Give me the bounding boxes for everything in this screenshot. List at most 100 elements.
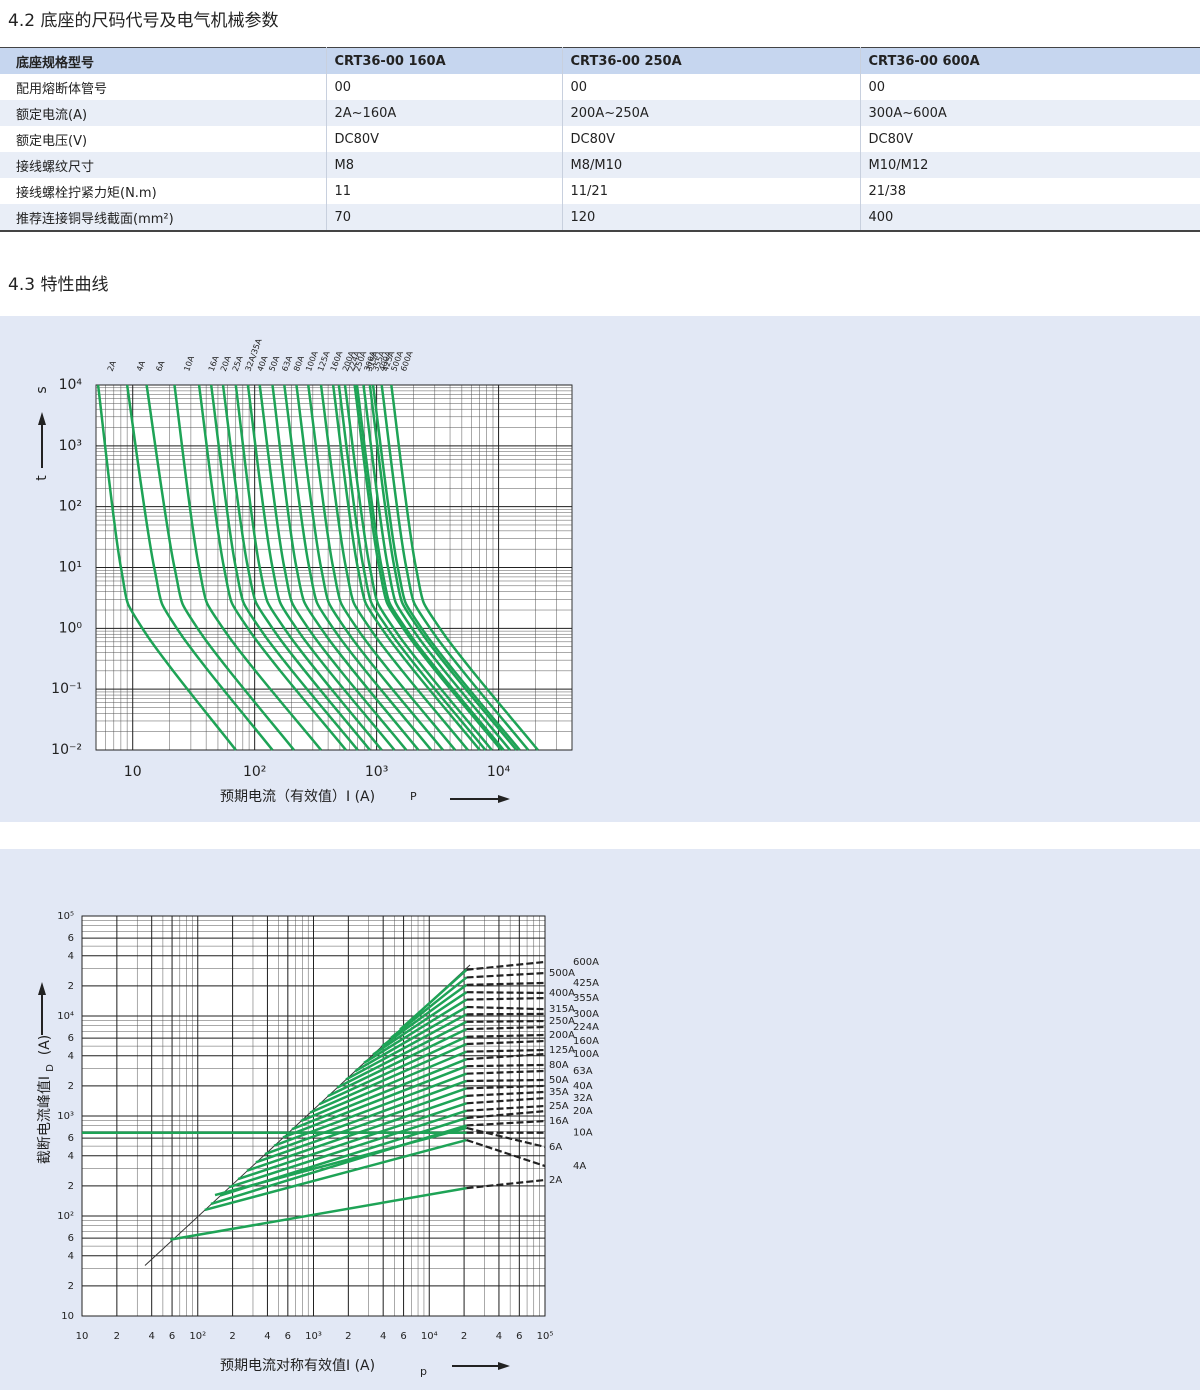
- x-tick-label: 6: [285, 1331, 291, 1342]
- series-label: 50A: [549, 1075, 569, 1086]
- table-cell: 300A~600A: [860, 100, 1200, 126]
- series-extension: [466, 1119, 546, 1127]
- x-tick-label: 2: [345, 1331, 351, 1342]
- table-cell: 00: [868, 79, 886, 95]
- series-label: 63A: [573, 1066, 593, 1077]
- series-label: 400A: [549, 988, 575, 999]
- series-line: [228, 1109, 467, 1189]
- series-line: [307, 384, 457, 751]
- series-line: [381, 983, 468, 1048]
- x-tick-label: 2: [461, 1331, 467, 1342]
- series-label: 32A: [573, 1093, 593, 1104]
- series-line: [204, 1138, 467, 1212]
- series-label: 200A: [549, 1030, 575, 1041]
- x-tick-label: 2: [229, 1331, 235, 1342]
- table-cell: CRT36-00 160A: [326, 47, 563, 74]
- x-tick-label: 10³: [365, 764, 388, 780]
- series-line: [214, 1126, 467, 1197]
- y-tick-label: 6: [68, 1133, 74, 1144]
- series-line: [363, 998, 468, 1064]
- series-line: [255, 1087, 467, 1164]
- series-line: [336, 1020, 468, 1089]
- series-line: [354, 1005, 468, 1073]
- y-tick-label: 10⁻¹: [51, 681, 82, 697]
- x-axis-label-sub: p: [420, 1365, 427, 1378]
- series-line: [295, 384, 444, 751]
- series-line: [170, 1186, 467, 1241]
- y-tick-label: 10⁻²: [51, 742, 82, 758]
- x-tick-label: 4: [264, 1331, 270, 1342]
- y-tick-label: 10⁰: [59, 620, 83, 636]
- table-cell: 额定电流(A): [0, 100, 327, 126]
- y-tick-label: 10²: [57, 1211, 74, 1222]
- series-line: [368, 384, 518, 751]
- series-line: [319, 384, 469, 751]
- series-label: 16A: [549, 1116, 569, 1127]
- table-cell: 11: [326, 178, 563, 204]
- series-line: [246, 384, 396, 751]
- series-line: [197, 384, 347, 751]
- table-row: 接线螺栓拧紧力矩(N.m) 11 11/21 21/38: [0, 178, 1200, 204]
- series-line: [331, 384, 481, 751]
- table-cell: 2A~160A: [326, 100, 563, 126]
- x-tick-label: 10: [124, 764, 142, 780]
- series-line: [372, 991, 468, 1056]
- series-extension: [466, 981, 546, 986]
- x-tick-label: 6: [400, 1331, 406, 1342]
- x-tick-label: 6: [516, 1331, 522, 1342]
- y-tick-label: 10²: [59, 499, 82, 515]
- series-line: [327, 1027, 468, 1098]
- table-cell: 接线螺栓拧紧力矩(N.m): [0, 178, 327, 204]
- series-line: [237, 1102, 467, 1181]
- series-line: [362, 384, 511, 751]
- x-tick-label: 10²: [243, 764, 266, 780]
- table-cell: 70: [326, 204, 563, 231]
- series-line: [258, 384, 408, 751]
- series-line: [343, 384, 493, 751]
- series-line: [309, 1042, 468, 1114]
- series-label: 20A: [573, 1106, 593, 1117]
- series-label: 6A: [154, 359, 166, 372]
- series-label: 224A: [573, 1022, 599, 1033]
- table-row: 额定电流(A) 2A~160A 200A~250A 300A~600A: [0, 100, 1200, 126]
- y-tick-label: 4: [68, 951, 74, 962]
- series-line: [318, 1035, 468, 1106]
- table-cell: 额定电压(V): [0, 126, 327, 152]
- series-extension: [466, 1097, 546, 1105]
- table-row: 额定电压(V) DC80V DC80V DC80V: [0, 126, 1200, 152]
- series-extension: [466, 991, 546, 995]
- axis-arrow-head: [38, 982, 46, 995]
- series-line: [234, 384, 383, 751]
- series-extension: [466, 1126, 546, 1149]
- series-extension: [466, 1178, 546, 1190]
- spec-table: 底座规格型号 CRT36-00 160A CRT36-00 250A CRT36-00…: [0, 47, 1200, 232]
- y-tick-label: 6: [68, 1033, 74, 1044]
- series-line: [271, 384, 420, 751]
- series-label: 160A: [573, 1036, 599, 1047]
- y-tick-label: 6: [68, 933, 74, 944]
- table-row: 推荐连接铜导线截面(mm²) 70 120 400: [0, 204, 1200, 231]
- series-extension: [466, 1039, 546, 1046]
- y-axis-unit: s: [34, 386, 50, 393]
- series-line: [125, 384, 274, 751]
- series-extension: [466, 1078, 546, 1083]
- series-line: [380, 384, 530, 751]
- y-axis-label: t: [34, 475, 50, 481]
- series-label: 600A: [573, 957, 599, 968]
- series-extension: [466, 1069, 546, 1075]
- series-line: [209, 384, 359, 751]
- y-tick-label: 10³: [57, 1111, 74, 1122]
- y-tick-label: 2: [68, 1081, 74, 1092]
- axis-arrow-head: [498, 795, 510, 803]
- series-line: [337, 384, 487, 751]
- y-tick-label: 4: [68, 1151, 74, 1162]
- series-line: [291, 1058, 468, 1131]
- series-extension: [466, 1025, 546, 1031]
- series-label: 4A: [573, 1161, 586, 1172]
- series-line: [353, 384, 503, 751]
- series-label: 10A: [573, 1128, 593, 1139]
- x-tick-label: 10⁴: [487, 764, 511, 780]
- series-line: [283, 384, 433, 751]
- x-tick-label: 4: [496, 1331, 502, 1342]
